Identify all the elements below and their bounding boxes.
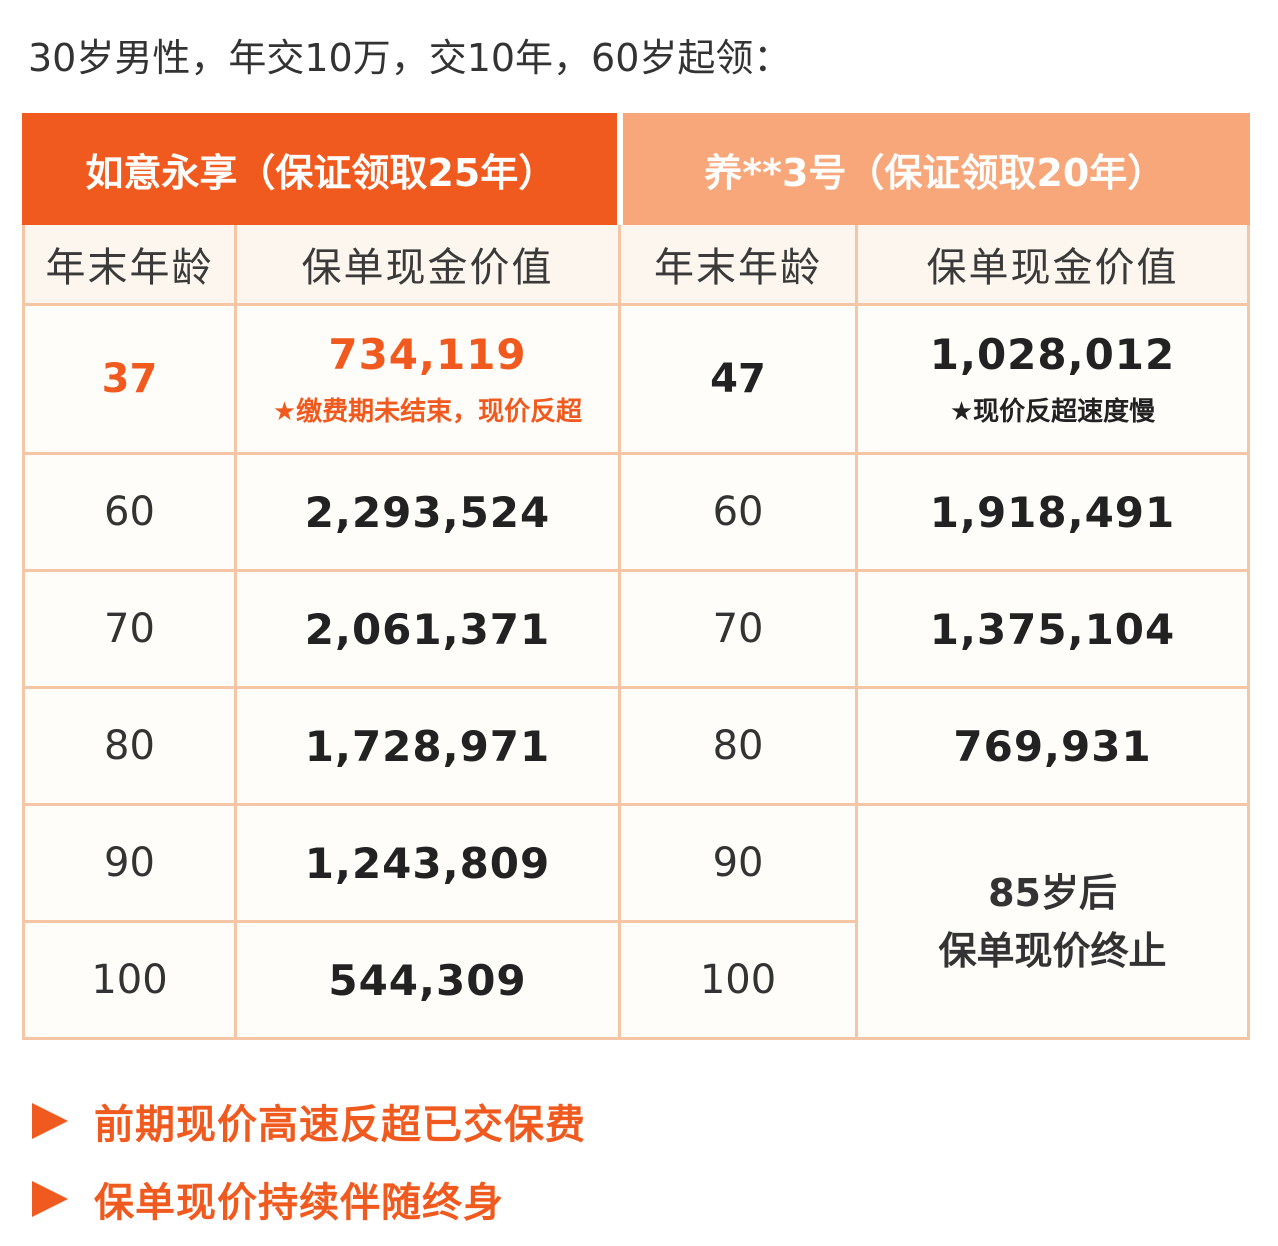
arrow-right-icon <box>32 1103 68 1139</box>
summary-bullets: 前期现价高速反超已交保费 保单现价持续伴随终身 <box>32 1092 586 1246</box>
plan-a-cash-value: 1,728,971 <box>304 721 551 771</box>
table-row: 100 544,309 100 <box>22 920 1249 1040</box>
table-row: 60 2,293,524 60 1,918,491 <box>22 452 1251 572</box>
plan-b-age: 60 <box>712 489 764 535</box>
list-item: 保单现价持续伴随终身 <box>32 1170 586 1228</box>
table-row: 80 1,728,971 80 769,931 <box>22 686 1251 806</box>
plan-a-title: 如意永享（保证领取25年） <box>21 113 623 225</box>
plan-b-age: 70 <box>712 606 764 652</box>
plan-a-age: 90 <box>104 840 155 886</box>
plan-a-cash-value: 1,243,809 <box>304 838 551 888</box>
plan-b-breakeven-note: ★现价反超速度慢 <box>949 397 1156 427</box>
plan-b-value-cell: 1,028,012 ★现价反超速度慢 <box>855 303 1251 455</box>
plan-b-cash-value: 1,375,104 <box>929 604 1176 654</box>
plan-a-breakeven-value: 734,119 <box>328 330 527 379</box>
plan-a-age: 100 <box>91 957 168 1003</box>
plan-a-cash-value: 2,061,371 <box>304 604 551 654</box>
table-row: 90 1,243,809 90 85岁后 保单现价终止 <box>22 803 1251 1040</box>
plan-b-breakeven-value: 1,028,012 <box>929 330 1176 379</box>
plan-b-terminated-line2: 保单现价终止 <box>938 928 1167 973</box>
plan-b-cash-value: 1,918,491 <box>929 487 1176 537</box>
comparison-table: 如意永享（保证领取25年） 养**3号（保证领取20年） 年末年龄 保单现金价值… <box>21 113 1251 1040</box>
column-header-row: 年末年龄 保单现金价值 年末年龄 保单现金价值 <box>22 222 1251 306</box>
plan-a-cash-value-header: 保单现金价值 <box>233 222 622 306</box>
table-row: 70 2,061,371 70 1,375,104 <box>22 569 1251 689</box>
plan-b-cash-value: 769,931 <box>953 721 1152 771</box>
plan-a-age-cell: 37 <box>22 303 237 455</box>
plan-b-age-cell: 47 <box>618 303 859 455</box>
plan-a-age-header: 年末年龄 <box>22 222 237 306</box>
table-row: 37 734,119 ★缴费期未结束，现价反超 47 1,028,012 ★现价… <box>22 303 1251 455</box>
arrow-right-icon <box>32 1181 68 1217</box>
plan-b-breakeven-age: 47 <box>710 356 766 402</box>
list-item: 前期现价高速反超已交保费 <box>32 1092 586 1150</box>
plan-a-age: 80 <box>104 723 155 769</box>
bullet-text: 前期现价高速反超已交保费 <box>94 1102 586 1148</box>
plan-b-age-header: 年末年龄 <box>618 222 859 306</box>
plan-b-terminated-cell: 85岁后 保单现价终止 <box>855 803 1251 1040</box>
plan-b-cash-value-header: 保单现金价值 <box>855 222 1251 306</box>
plan-b-terminated-line1: 85岁后 <box>988 870 1117 915</box>
plan-a-cash-value: 544,309 <box>328 955 527 1005</box>
page-heading: 30岁男性，年交10万，交10年，60岁起领： <box>28 36 792 80</box>
plan-a-age: 70 <box>104 606 155 652</box>
plan-b-title: 养**3号（保证领取20年） <box>618 113 1251 225</box>
plan-header-row: 如意永享（保证领取25年） 养**3号（保证领取20年） <box>21 113 1251 225</box>
plan-a-age: 60 <box>104 489 155 535</box>
plan-a-breakeven-age: 37 <box>101 356 158 402</box>
plan-a-value-cell: 734,119 ★缴费期未结束，现价反超 <box>233 303 622 455</box>
bullet-text: 保单现价持续伴随终身 <box>94 1180 504 1226</box>
plan-b-age: 100 <box>699 957 777 1003</box>
plan-b-age: 80 <box>712 723 764 769</box>
plan-a-cash-value: 2,293,524 <box>304 487 551 537</box>
plan-a-breakeven-note: ★缴费期未结束，现价反超 <box>272 397 583 427</box>
plan-b-age: 90 <box>712 840 764 886</box>
